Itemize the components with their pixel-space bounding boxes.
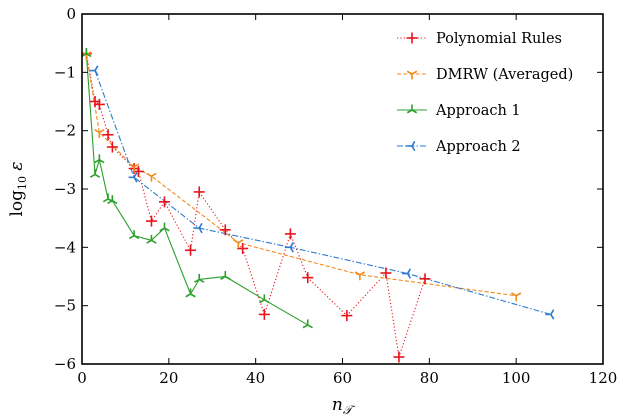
legend-label-dmrw-averaged: DMRW (Averaged) — [436, 67, 573, 83]
point-approach-2-1 — [128, 172, 138, 183]
point-polynomial-rules-15 — [302, 272, 314, 284]
point-polynomial-rules-14 — [284, 228, 296, 240]
point-approach-1-9 — [194, 273, 205, 283]
x-tick-label: 0 — [77, 369, 87, 387]
point-polynomial-rules-13 — [258, 308, 270, 320]
y-tick-label: 0 — [66, 5, 76, 23]
legend-marker-approach-1 — [406, 104, 418, 114]
y-tick-label: −1 — [54, 63, 76, 81]
point-approach-2-3 — [284, 242, 294, 253]
point-polynomial-rules-8 — [158, 196, 170, 208]
y-tick-label: −2 — [54, 122, 76, 140]
point-approach-1-8 — [185, 288, 196, 298]
point-polynomial-rules-12 — [237, 243, 249, 254]
point-approach-1-4 — [107, 195, 118, 205]
y-axis-label: log10 ε — [7, 161, 29, 216]
series-line-polynomial-rules — [85, 53, 426, 358]
point-approach-1-1 — [89, 168, 101, 178]
point-polynomial-rules-18 — [393, 351, 405, 363]
x-axis-label: n𝒯 — [332, 395, 356, 417]
legend-marker-polynomial-rules — [406, 32, 418, 44]
point-approach-1-12 — [302, 319, 313, 329]
point-polynomial-rules-16 — [341, 310, 353, 322]
y-tick-label: −3 — [54, 180, 76, 198]
legend-marker-approach-2 — [406, 140, 416, 152]
series-line-approach-2 — [94, 70, 552, 315]
x-tick-label: 120 — [589, 369, 618, 387]
point-polynomial-rules-11 — [219, 224, 231, 236]
x-tick-label: 100 — [502, 369, 531, 387]
point-dmrw-averaged-3 — [146, 172, 157, 182]
point-dmrw-averaged-1 — [94, 128, 105, 138]
series-layer — [85, 53, 552, 358]
y-tick-label: −6 — [54, 355, 76, 373]
legend-marker-dmrw-averaged — [406, 70, 418, 80]
x-tick-label: 20 — [159, 369, 178, 387]
marker-layer — [82, 48, 555, 363]
point-polynomial-rules-3 — [102, 129, 114, 141]
point-approach-1-6 — [146, 234, 157, 244]
point-polynomial-rules-7 — [145, 215, 157, 227]
series-line-approach-1 — [85, 53, 309, 326]
tick-layer: 0 20 40 60 80 100 120 0 −1 −2 −3 −4 −5 −6 — [54, 5, 617, 387]
point-approach-1-2 — [94, 154, 105, 164]
x-tick-label: 60 — [333, 369, 352, 387]
point-approach-1-5 — [128, 230, 140, 240]
point-polynomial-rules-10 — [193, 186, 205, 198]
legend-label-approach-1: Approach 1 — [435, 103, 521, 119]
point-approach-1-11 — [259, 294, 270, 304]
x-tick-label: 80 — [420, 369, 439, 387]
legend: Polynomial Rules DMRW (Averaged) Approach … — [397, 31, 573, 155]
point-polynomial-rules-4 — [106, 141, 118, 153]
point-dmrw-averaged-2 — [128, 163, 140, 173]
point-approach-2-0 — [89, 65, 99, 76]
point-dmrw-averaged-5 — [354, 271, 366, 281]
point-polynomial-rules-17 — [380, 267, 392, 279]
point-polynomial-rules-19 — [419, 273, 431, 285]
y-tick-label: −5 — [54, 297, 76, 315]
legend-label-polynomial-rules: Polynomial Rules — [436, 31, 562, 47]
point-polynomial-rules-2 — [93, 98, 105, 110]
point-approach-2-4 — [402, 268, 412, 279]
point-dmrw-averaged-6 — [511, 292, 522, 302]
point-approach-2-2 — [193, 222, 203, 234]
x-tick-label: 40 — [246, 369, 265, 387]
legend-label-approach-2: Approach 2 — [435, 139, 521, 155]
point-polynomial-rules-9 — [185, 244, 197, 256]
y-tick-label: −4 — [54, 238, 76, 256]
point-approach-1-10 — [220, 271, 231, 280]
point-approach-1-7 — [159, 222, 170, 232]
point-dmrw-averaged-4 — [233, 239, 244, 249]
point-approach-2-5 — [545, 309, 555, 320]
